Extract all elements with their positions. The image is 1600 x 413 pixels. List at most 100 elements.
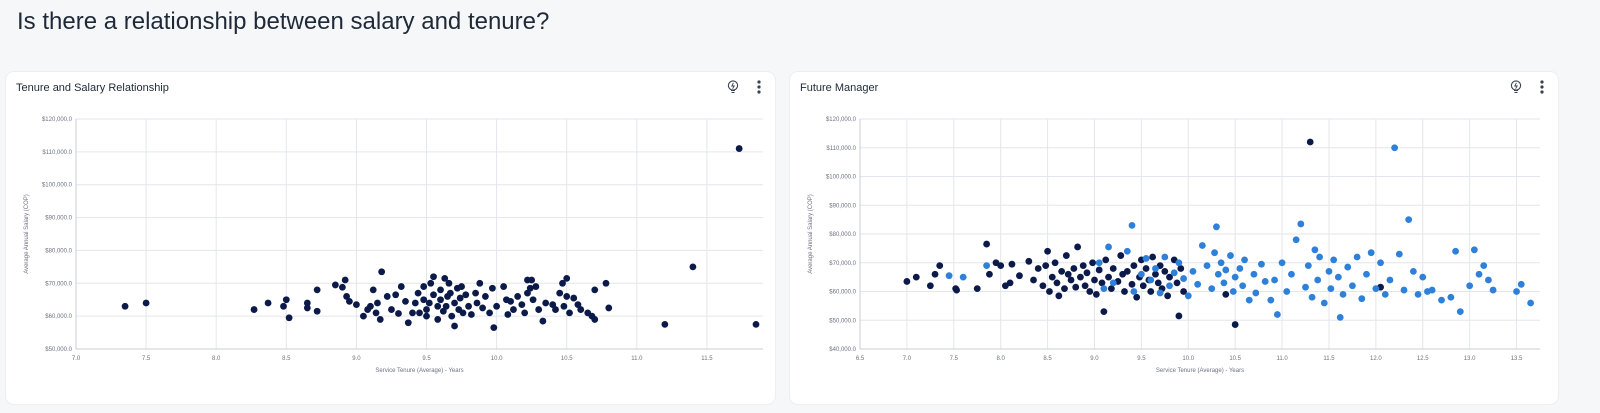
scatter-point[interactable] [1363, 270, 1370, 278]
scatter-point[interactable] [529, 296, 537, 304]
scatter-point[interactable] [524, 289, 531, 297]
scatter-point[interactable] [1154, 279, 1162, 287]
scatter-point[interactable] [1175, 259, 1183, 267]
scatter-point[interactable] [912, 273, 920, 281]
scatter-point[interactable] [1470, 246, 1478, 254]
scatter-point[interactable] [1327, 285, 1335, 293]
scatter-point[interactable] [376, 316, 384, 323]
more-vertical-icon[interactable] [751, 78, 767, 96]
scatter-point[interactable] [1475, 270, 1483, 278]
scatter-point[interactable] [331, 281, 339, 289]
scatter-point[interactable] [1105, 243, 1112, 251]
scatter-point[interactable] [467, 311, 475, 318]
scatter-point[interactable] [735, 145, 743, 152]
scatter-point[interactable] [1117, 252, 1125, 259]
scatter-point[interactable] [1208, 285, 1216, 293]
scatter-point[interactable] [1175, 312, 1183, 320]
scatter-point[interactable] [1203, 262, 1211, 270]
scatter-point[interactable] [1164, 292, 1172, 300]
scatter-point[interactable] [549, 301, 557, 309]
scatter-point[interactable] [1198, 242, 1206, 249]
lightbulb-icon[interactable] [1508, 78, 1524, 96]
scatter-point[interactable] [1250, 270, 1258, 278]
scatter-point[interactable] [602, 279, 610, 287]
scatter-point[interactable] [1092, 290, 1100, 298]
scatter-point[interactable] [1513, 288, 1520, 295]
scatter-point[interactable] [1128, 280, 1136, 288]
scatter-point[interactable] [388, 306, 395, 313]
scatter-point[interactable] [1231, 321, 1239, 328]
scatter-point[interactable] [1170, 269, 1178, 277]
scatter-point[interactable] [1095, 266, 1103, 274]
scatter-point[interactable] [353, 301, 360, 309]
scatter-point[interactable] [1261, 278, 1269, 285]
scatter-point[interactable] [1447, 293, 1455, 301]
scatter-point[interactable] [1311, 246, 1319, 254]
scatter-point[interactable] [1377, 259, 1384, 267]
scatter-point[interactable] [591, 286, 599, 294]
scatter-point[interactable] [1034, 265, 1042, 272]
scatter-point[interactable] [1527, 299, 1535, 307]
scatter-point[interactable] [142, 299, 150, 307]
scatter-point[interactable] [1344, 263, 1352, 271]
scatter-point[interactable] [1061, 285, 1068, 293]
scatter-point[interactable] [1072, 283, 1080, 291]
scatter-point[interactable] [1220, 279, 1228, 287]
scatter-point[interactable] [1288, 270, 1295, 278]
scatter-point[interactable] [945, 272, 953, 280]
scatter-point[interactable] [1055, 292, 1063, 300]
scatter-point[interactable] [1123, 247, 1131, 255]
scatter-point[interactable] [1372, 285, 1380, 293]
scatter-point[interactable] [1306, 138, 1314, 146]
scatter-point[interactable] [1314, 276, 1322, 284]
scatter-point[interactable] [1217, 259, 1225, 267]
scatter-point[interactable] [1485, 276, 1492, 284]
scatter-point[interactable] [414, 289, 422, 297]
scatter-point[interactable] [504, 311, 512, 318]
scatter-point[interactable] [528, 276, 536, 284]
scatter-point[interactable] [1081, 282, 1089, 290]
scatter-point[interactable] [1358, 295, 1366, 303]
scatter-point[interactable] [1079, 262, 1087, 270]
scatter-point[interactable] [510, 306, 517, 313]
scatter-point[interactable] [1180, 288, 1187, 295]
scatter-point[interactable] [378, 268, 386, 276]
scatter-point[interactable] [1273, 311, 1281, 318]
scatter-point[interactable] [1089, 259, 1097, 267]
scatter-point[interactable] [532, 283, 540, 290]
scatter-point[interactable] [437, 286, 444, 294]
scatter-point[interactable] [926, 282, 934, 290]
scatter-point[interactable] [1236, 265, 1244, 272]
scatter-point[interactable] [1123, 267, 1131, 275]
scatter-point[interactable] [552, 306, 559, 313]
scatter-point[interactable] [303, 304, 311, 312]
scatter-point[interactable] [1349, 282, 1356, 290]
scatter-point[interactable] [1353, 253, 1361, 261]
scatter-point[interactable] [577, 306, 585, 313]
scatter-point[interactable] [446, 289, 454, 297]
more-vertical-icon[interactable] [1534, 78, 1550, 96]
scatter-point[interactable] [1121, 288, 1128, 295]
scatter-point[interactable] [1292, 236, 1300, 244]
scatter-point[interactable] [303, 299, 311, 307]
scatter-point[interactable] [1414, 290, 1422, 298]
scatter-point[interactable] [1428, 286, 1436, 294]
scatter-point[interactable] [345, 297, 353, 305]
scatter-point[interactable] [434, 302, 442, 310]
scatter-point[interactable] [1074, 243, 1081, 251]
scatter-point[interactable] [1258, 260, 1265, 268]
scatter-point[interactable] [1339, 290, 1347, 298]
scatter-point[interactable] [689, 263, 697, 271]
scatter-point[interactable] [1048, 273, 1056, 281]
scatter-point[interactable] [518, 301, 526, 309]
scatter-point[interactable] [1058, 267, 1066, 275]
scatter-point[interactable] [1214, 270, 1222, 278]
scatter-point[interactable] [456, 294, 464, 302]
scatter-point[interactable] [338, 283, 346, 291]
scatter-point[interactable] [514, 293, 522, 300]
scatter-point[interactable] [1252, 289, 1260, 297]
scatter-point[interactable] [1320, 299, 1328, 307]
scatter-point[interactable] [500, 283, 508, 290]
scatter-point[interactable] [983, 262, 991, 270]
scatter-point[interactable] [367, 302, 374, 310]
